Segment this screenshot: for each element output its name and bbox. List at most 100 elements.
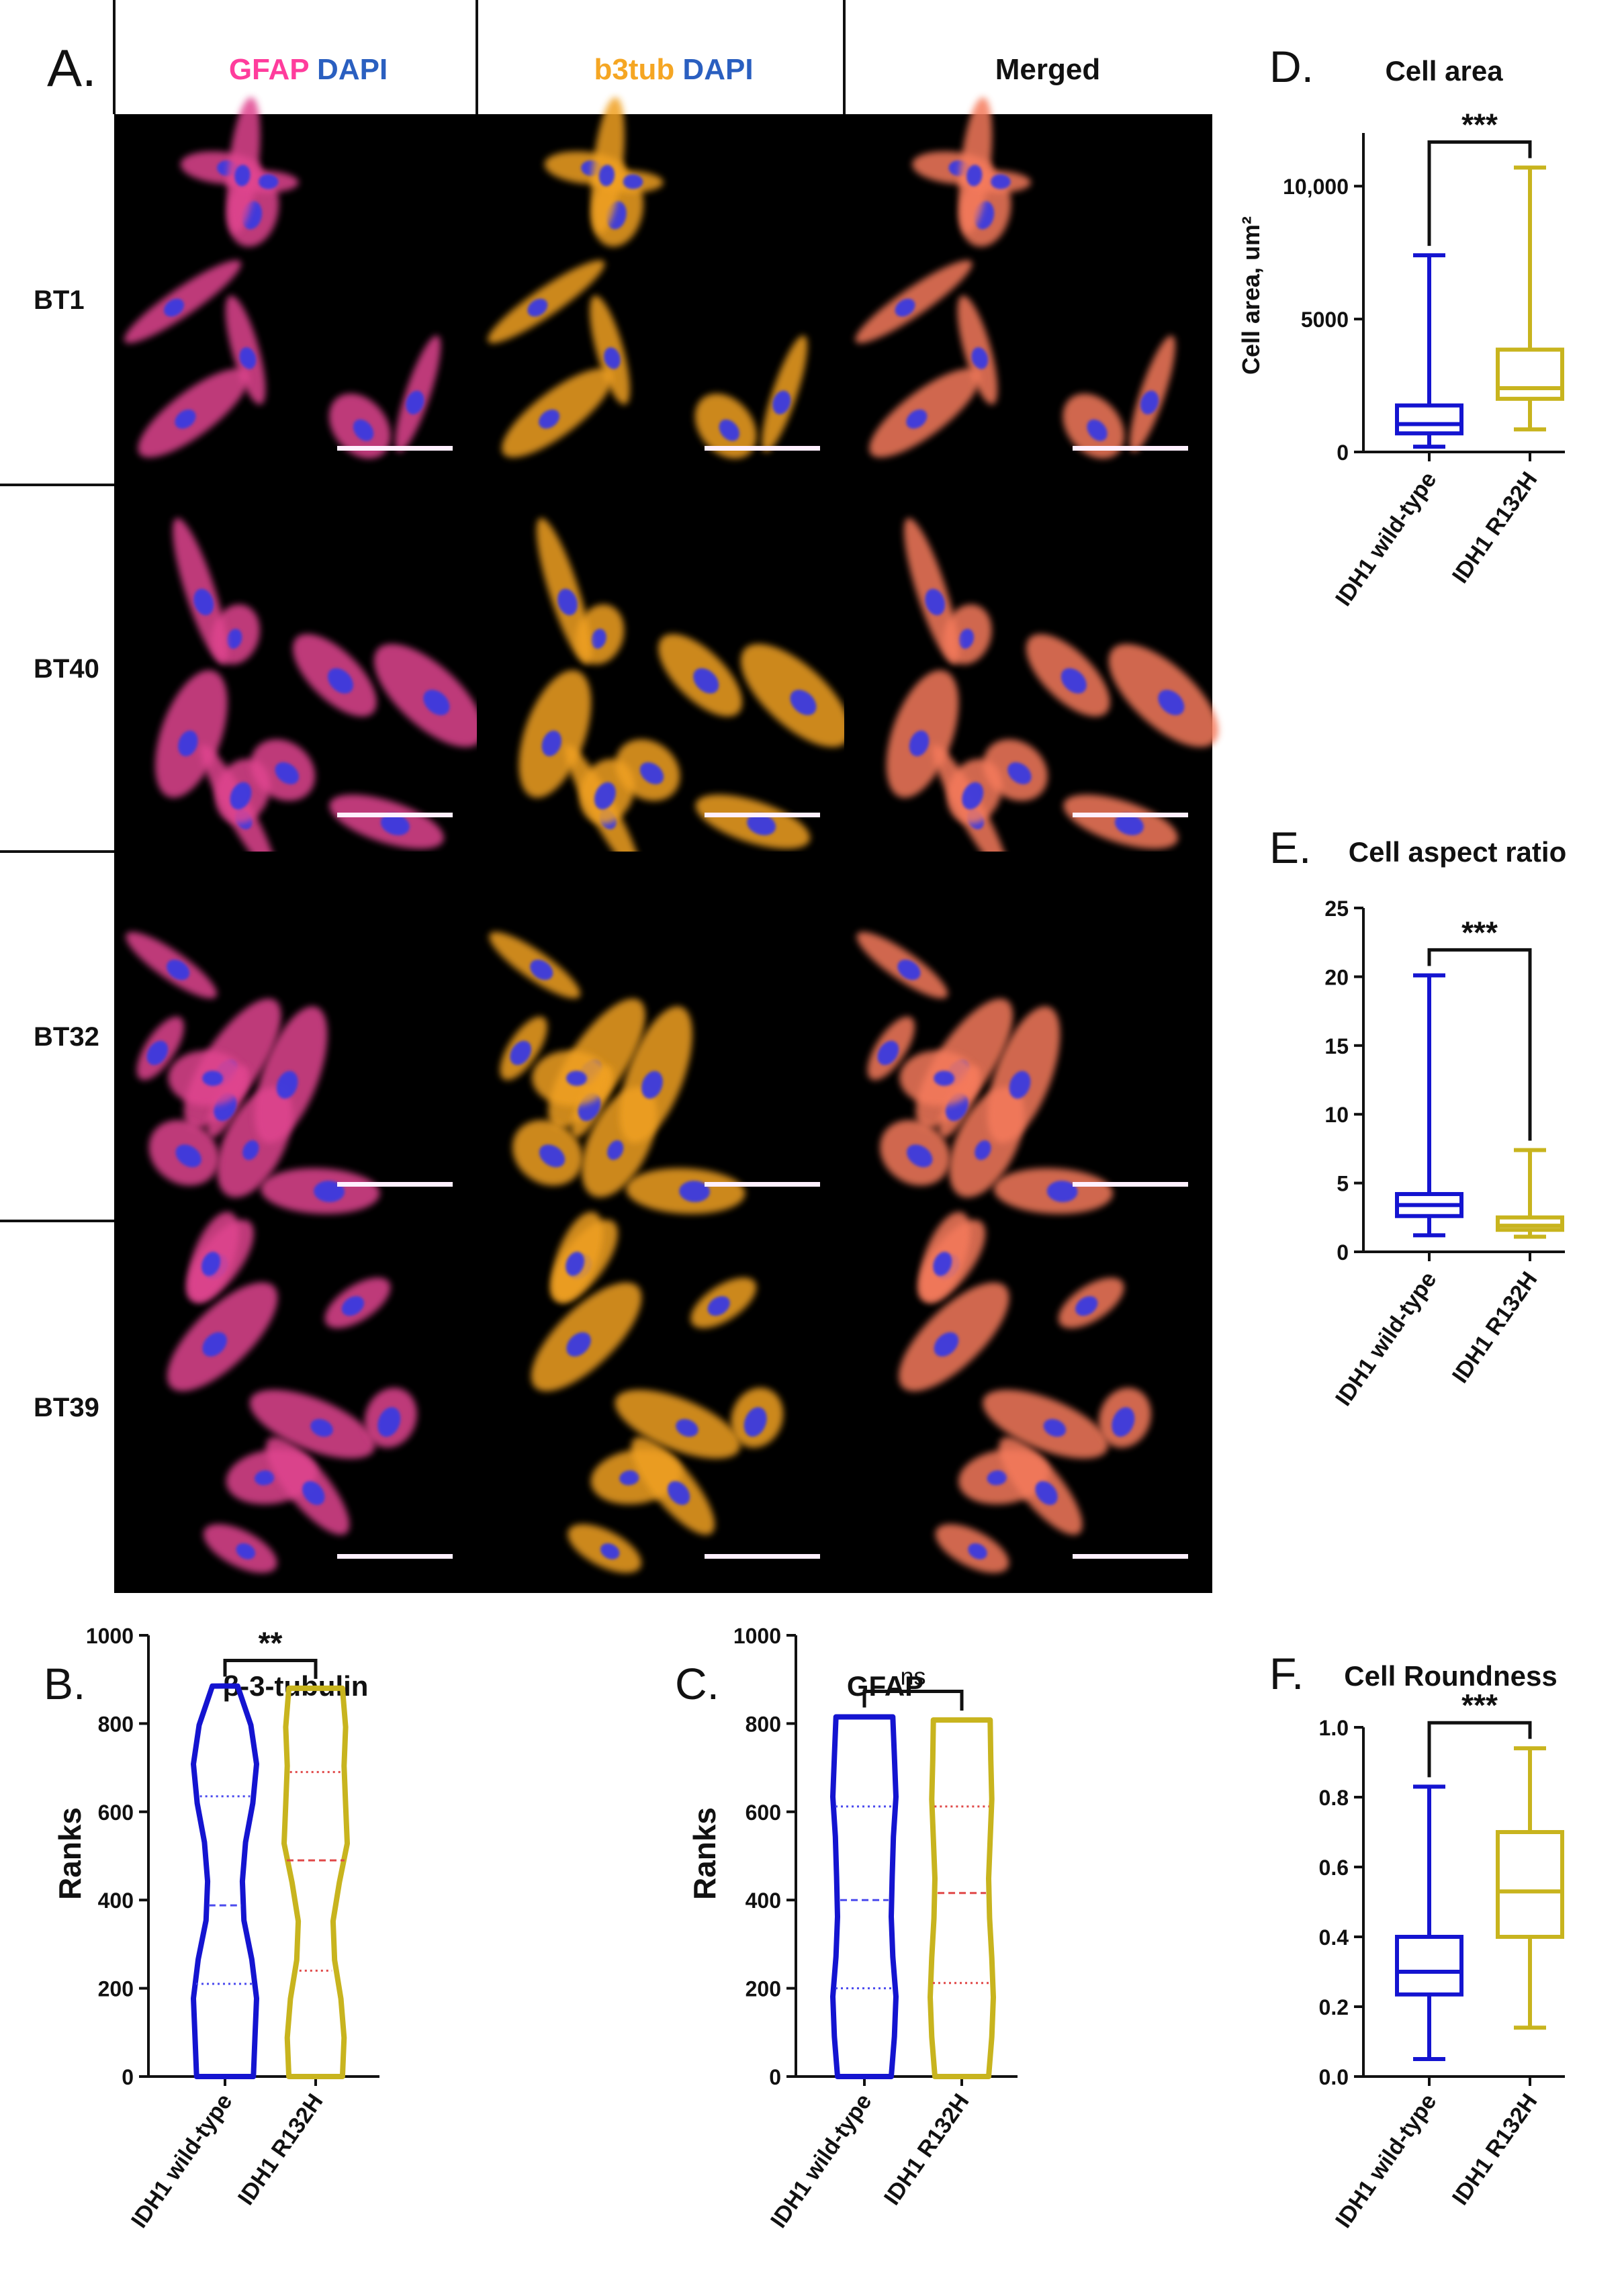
cell	[867, 1016, 915, 1081]
micrograph-bt1-merged	[844, 97, 1212, 485]
cell	[740, 643, 851, 747]
y-tick-label: 0.0	[1319, 2065, 1349, 2089]
series-r132h	[1496, 165, 1564, 432]
y-tick-label: 0.8	[1319, 1786, 1349, 1810]
chart-d-cell-area: D. Cell area Cell area, um² 0 5000 10,000 IDH1…	[1237, 42, 1565, 610]
cell-nucleus	[971, 347, 989, 369]
micrograph-grid	[114, 97, 1219, 1593]
cell	[551, 1212, 603, 1303]
cell	[1063, 794, 1178, 849]
cell	[203, 1524, 277, 1574]
cell-nucleus	[539, 1144, 566, 1168]
row-label-bt40: BT40	[34, 654, 99, 684]
violin-outline	[928, 1717, 996, 2079]
series-r132h	[281, 1685, 350, 2079]
column-headers: GFAP DAPI b3tub DAPI Merged	[113, 0, 1100, 114]
y-tick-label: 0.2	[1319, 1995, 1349, 2019]
x-tick-label: IDH1 R132H	[1447, 467, 1543, 588]
x-tick-label: IDH1 R132H	[879, 2089, 975, 2210]
cell-nucleus	[230, 782, 252, 810]
cell-nucleus	[530, 959, 553, 981]
y-tick-label: 600	[746, 1801, 781, 1825]
cell	[631, 1437, 715, 1535]
significance-bracket	[223, 1659, 318, 1679]
cell-nucleus	[1140, 390, 1159, 415]
y-tick-label: 800	[98, 1712, 134, 1736]
series-r132h	[1496, 1746, 1564, 2030]
micrograph-bt32-b3tub	[477, 852, 844, 1221]
scale-bar	[1073, 446, 1188, 451]
cell-nucleus	[1112, 1407, 1135, 1437]
cell-nucleus	[1043, 1418, 1067, 1437]
violin-outline	[191, 1683, 259, 2079]
cell	[690, 1277, 757, 1328]
cell-nucleus	[600, 1543, 620, 1559]
cell-nucleus	[679, 1181, 711, 1203]
cell-nucleus	[790, 690, 817, 716]
y-axis-label: Cell area, um²	[1237, 216, 1265, 375]
cell	[168, 1050, 246, 1106]
significance-label: ns	[900, 1663, 926, 1690]
cell	[568, 1524, 642, 1574]
cell-nucleus	[1075, 1296, 1098, 1316]
cell	[255, 1006, 328, 1143]
y-tick-label: 15	[1324, 1034, 1349, 1058]
cell	[615, 1389, 741, 1459]
cell	[590, 295, 630, 405]
cell-nucleus	[234, 165, 251, 187]
cell	[993, 1168, 1114, 1214]
scale-bar	[1073, 813, 1188, 817]
y-tick-label: 400	[98, 1888, 134, 1913]
cell	[531, 1282, 642, 1392]
cell	[518, 670, 592, 798]
cell-nucleus	[276, 1070, 298, 1099]
panel-label: C.	[675, 1659, 719, 1708]
box-iqr	[1395, 1935, 1463, 1997]
x-tick-label: IDH1 wild-type	[126, 2089, 237, 2233]
cell	[148, 1120, 220, 1186]
series-wild-type	[191, 1683, 259, 2079]
cell	[1058, 1277, 1124, 1328]
significance-label: ***	[1461, 1688, 1498, 1723]
y-tick-label: 200	[98, 1977, 134, 2001]
y-tick-label: 600	[98, 1801, 134, 1825]
cell-nucleus	[958, 629, 975, 649]
scale-bar	[337, 1182, 453, 1187]
cell-nucleus	[1087, 419, 1108, 441]
cell-nucleus	[1035, 1481, 1058, 1506]
cell-nucleus	[667, 1481, 690, 1505]
cell-nucleus	[934, 1070, 955, 1086]
cell-nucleus	[1061, 668, 1087, 694]
y-axis-label: Ranks	[52, 1807, 87, 1900]
header-b3tub-dapi: b3tub DAPI	[594, 53, 753, 86]
cell-nucleus	[707, 1295, 730, 1316]
cell-nucleus	[906, 1144, 933, 1168]
cell	[364, 1387, 417, 1448]
row-labels: BT1 BT40 BT32 BT39	[0, 285, 114, 1422]
cell	[187, 1212, 239, 1303]
cell-nucleus	[641, 1070, 663, 1099]
significance-label: **	[259, 1626, 283, 1661]
cell-nucleus	[226, 629, 242, 649]
cell-nucleus	[623, 174, 643, 189]
cell	[292, 634, 377, 717]
cell	[536, 518, 592, 664]
cell	[500, 1016, 547, 1081]
micrograph-bt1-gfap	[114, 97, 477, 485]
cell-nucleus	[590, 629, 606, 649]
cell	[329, 794, 444, 849]
panel-label: D.	[1269, 42, 1314, 91]
y-tick-label: 5	[1337, 1172, 1349, 1196]
series-r132h	[928, 1717, 996, 2079]
cell	[324, 1277, 391, 1328]
cell-nucleus	[175, 409, 196, 429]
cell-nucleus	[254, 1470, 275, 1486]
cell-nucleus	[380, 813, 410, 835]
cell	[489, 931, 581, 999]
cell	[1098, 1387, 1151, 1448]
chart-b-beta3-tubulin: B. β-3-tubulinRanks02004006008001000IDH1 …	[44, 1624, 379, 2232]
cell	[626, 1168, 746, 1214]
cell-nucleus	[566, 1332, 591, 1357]
scale-bar	[337, 1554, 453, 1559]
cell	[919, 1212, 971, 1303]
